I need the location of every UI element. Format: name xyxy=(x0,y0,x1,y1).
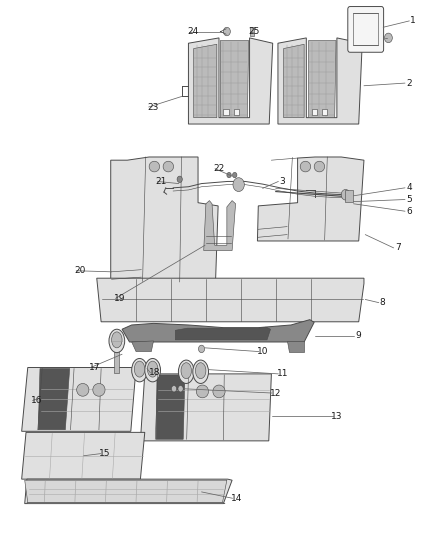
Ellipse shape xyxy=(195,363,206,378)
Ellipse shape xyxy=(385,33,392,43)
Bar xyxy=(353,13,378,45)
Text: 8: 8 xyxy=(380,298,385,307)
Ellipse shape xyxy=(193,360,208,383)
Polygon shape xyxy=(175,327,271,340)
Ellipse shape xyxy=(178,385,183,392)
Ellipse shape xyxy=(198,345,205,353)
Bar xyxy=(114,345,120,373)
Ellipse shape xyxy=(112,332,122,348)
Polygon shape xyxy=(141,374,272,441)
FancyBboxPatch shape xyxy=(348,6,384,52)
Polygon shape xyxy=(25,479,232,504)
Polygon shape xyxy=(278,38,362,124)
Polygon shape xyxy=(156,375,185,439)
Polygon shape xyxy=(284,44,304,118)
Ellipse shape xyxy=(181,363,191,378)
Bar xyxy=(322,109,327,115)
Ellipse shape xyxy=(149,161,159,172)
Ellipse shape xyxy=(314,161,325,172)
Ellipse shape xyxy=(77,383,89,396)
Text: 7: 7 xyxy=(395,244,401,253)
Text: 4: 4 xyxy=(406,183,412,192)
Polygon shape xyxy=(220,41,249,118)
Polygon shape xyxy=(21,432,145,479)
Polygon shape xyxy=(97,278,364,322)
Polygon shape xyxy=(25,480,227,503)
Text: 3: 3 xyxy=(279,177,285,186)
Ellipse shape xyxy=(134,361,145,377)
Bar xyxy=(311,109,317,115)
Ellipse shape xyxy=(145,359,160,382)
Polygon shape xyxy=(111,157,218,282)
Ellipse shape xyxy=(93,383,105,396)
Ellipse shape xyxy=(341,189,350,200)
Text: 1: 1 xyxy=(410,17,416,26)
Ellipse shape xyxy=(177,176,182,182)
Text: 10: 10 xyxy=(257,347,268,356)
Ellipse shape xyxy=(132,359,148,382)
Polygon shape xyxy=(122,320,314,342)
Ellipse shape xyxy=(148,361,158,377)
Text: 20: 20 xyxy=(74,266,86,275)
Ellipse shape xyxy=(233,177,244,191)
Ellipse shape xyxy=(109,329,125,353)
Text: 21: 21 xyxy=(155,177,167,186)
Ellipse shape xyxy=(300,161,311,172)
Ellipse shape xyxy=(227,172,231,177)
Ellipse shape xyxy=(178,360,194,383)
Polygon shape xyxy=(194,44,217,118)
Text: 9: 9 xyxy=(356,331,362,340)
Ellipse shape xyxy=(171,385,177,392)
Polygon shape xyxy=(132,341,153,352)
Text: 19: 19 xyxy=(114,294,125,303)
Ellipse shape xyxy=(223,27,230,36)
Ellipse shape xyxy=(233,172,237,177)
Text: 11: 11 xyxy=(276,369,288,378)
Text: 25: 25 xyxy=(248,27,260,36)
Polygon shape xyxy=(38,368,70,430)
Ellipse shape xyxy=(196,385,208,398)
Text: 14: 14 xyxy=(231,494,242,503)
Bar xyxy=(250,27,254,36)
Text: 5: 5 xyxy=(406,195,412,204)
Polygon shape xyxy=(308,41,336,118)
Bar xyxy=(234,109,239,115)
Polygon shape xyxy=(258,157,364,241)
Bar xyxy=(345,190,353,201)
Text: 12: 12 xyxy=(270,389,282,398)
Text: 23: 23 xyxy=(147,102,158,111)
Text: 6: 6 xyxy=(406,207,412,216)
Text: 16: 16 xyxy=(31,396,42,405)
Ellipse shape xyxy=(213,385,225,398)
Text: 22: 22 xyxy=(213,164,225,173)
Ellipse shape xyxy=(163,161,173,172)
Text: 13: 13 xyxy=(331,412,343,421)
Bar xyxy=(223,109,229,115)
Text: 15: 15 xyxy=(99,449,110,458)
Text: 24: 24 xyxy=(187,27,198,36)
Polygon shape xyxy=(21,368,136,431)
Polygon shape xyxy=(204,200,236,251)
Polygon shape xyxy=(27,503,225,504)
Text: 2: 2 xyxy=(406,78,412,87)
Text: 18: 18 xyxy=(148,368,160,377)
Text: 17: 17 xyxy=(89,363,100,372)
Polygon shape xyxy=(188,38,273,124)
Polygon shape xyxy=(287,341,304,352)
